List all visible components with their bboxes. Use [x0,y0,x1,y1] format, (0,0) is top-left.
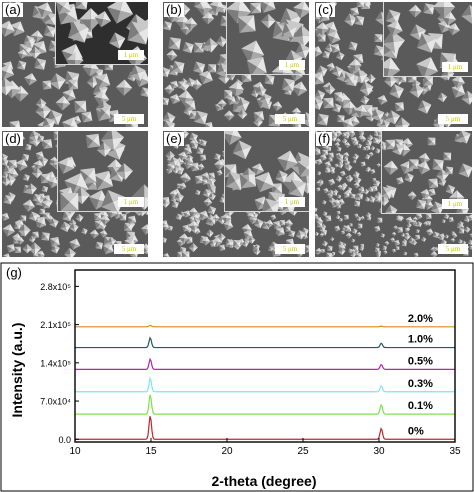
main-scale-bar: 5 μm [114,114,144,124]
panel-letter: (a) [3,2,23,17]
series-line-0 [75,416,455,440]
inset-scale-bar: 1 μm [442,62,468,72]
main-scale-bar: 5 μm [114,244,144,254]
series-label-2: 0.3% [408,378,433,390]
chart-frame [0,262,474,492]
panel-letter: (e) [164,131,184,146]
x-tick-label-4: 30 [373,446,385,457]
y-tick-label-3: 2.1x10⁵ [40,320,71,330]
sem-inset-micrograph [227,2,309,74]
main-scale-bar: 5 μm [438,114,468,124]
series-line-1 [75,394,455,415]
series-label-3: 0.5% [408,355,433,367]
panel-letter: (d) [3,131,23,146]
x-tick-label-2: 20 [221,446,233,457]
y-tick-label-0: 0.0 [58,435,71,445]
panel-letter: (f) [316,131,333,146]
sem-inset-micrograph [225,131,309,211]
series-label-5: 2.0% [408,313,433,325]
series-line-4 [75,336,455,349]
x-tick-label-1: 15 [145,446,157,457]
sem-inset: 1 μm [55,2,148,65]
x-tick-label-0: 10 [69,446,81,457]
sem-inset: 1 μm [224,131,309,212]
x-tick-label-5: 35 [449,446,461,457]
y-tick-label-2: 1.4x10⁵ [40,358,71,368]
series-line-5 [75,324,455,328]
main-scale-bar: 5 μm [275,244,305,254]
sem-panel-d: 1 μm (d) 5 μm [2,131,148,257]
plot-area-border [74,269,456,443]
sem-inset: 1 μm [383,2,472,77]
inset-scale-bar: 1 μm [279,197,305,207]
x-tick-label-3: 25 [297,446,309,457]
x-axis-title: 2-theta (degree) [211,473,316,489]
y-tick-label-1: 7.0x10⁴ [40,397,71,407]
series-line-3 [75,357,455,370]
inset-scale-bar: 1 μm [118,197,144,207]
sem-panel-a: 1 μm (a) 5 μm [2,2,148,127]
series-line-2 [75,376,455,393]
inset-scale-bar: 1 μm [442,199,468,209]
series-label-4: 1.0% [408,334,433,346]
sem-inset: 1 μm [381,131,472,214]
sem-inset: 1 μm [57,131,148,212]
sem-panel-f: 1 μm (f) 5 μm [315,131,472,257]
panel-letter: (b) [164,2,184,17]
inset-scale-bar: 1 μm [118,50,144,60]
sem-panel-c: 1 μm (c) 5 μm [315,2,472,127]
panel-letter: (g) [6,265,22,280]
panel-letter: (c) [316,2,336,17]
main-scale-bar: 5 μm [275,114,305,124]
series-label-1: 0.1% [408,400,433,412]
y-axis-title: Intensity (a.u.) [9,323,25,418]
xrd-chart: (g) 0% 0.1% 0.3% 0.5% 1.0% 2.0% 10 15 20 25 30 35 0.… [0,262,474,492]
sem-panel-e: 1 μm (e) 5 μm [163,131,309,257]
series-label-0: 0% [408,425,424,437]
y-tick-label-4: 2.8x10⁵ [40,282,71,292]
sem-panel-b: 1 μm (b) 5 μm [163,2,309,127]
inset-scale-bar: 1 μm [279,60,305,70]
main-scale-bar: 5 μm [438,244,468,254]
sem-inset: 1 μm [226,2,309,75]
